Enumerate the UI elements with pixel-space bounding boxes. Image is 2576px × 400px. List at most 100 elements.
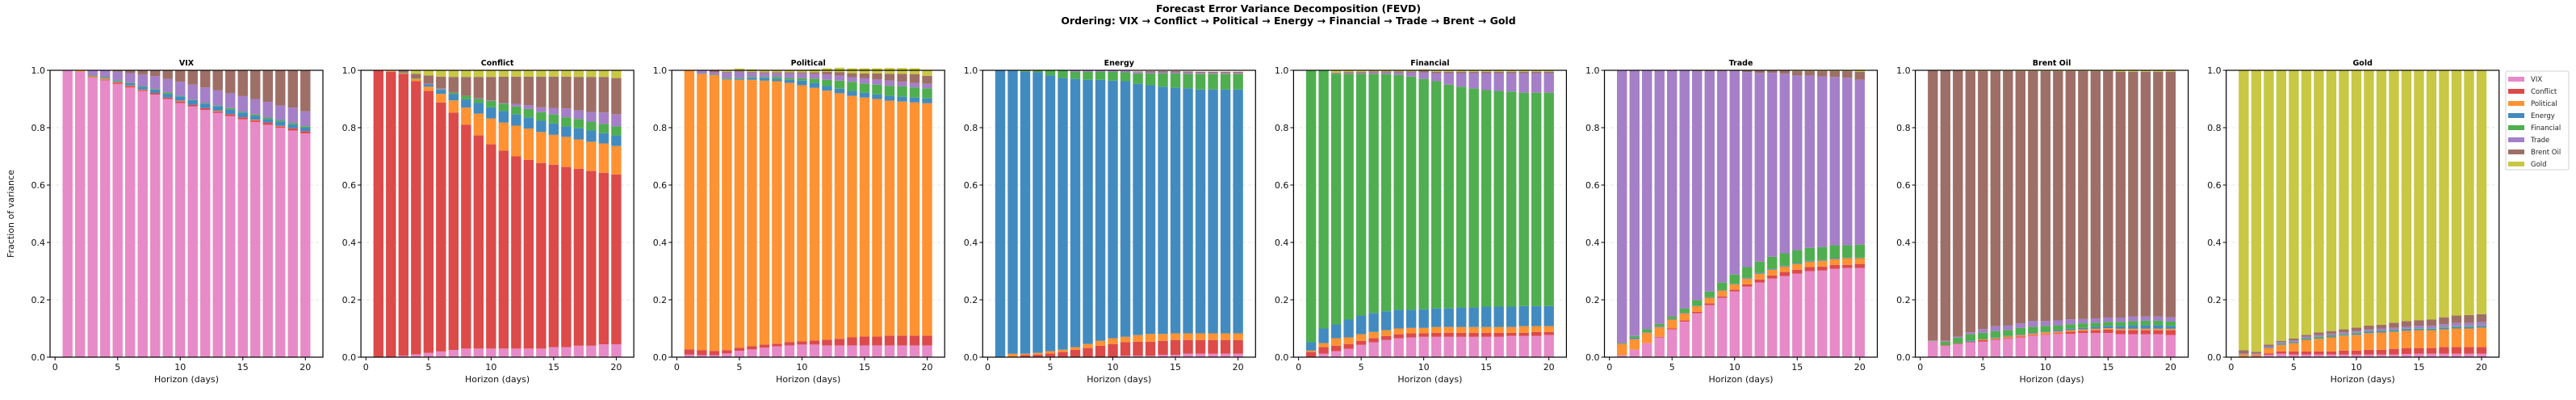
bar-segment-trade-h19 (1842, 78, 1853, 246)
bar-segment-financial-h17 (884, 86, 895, 96)
bar-segment-trade-h19 (1531, 73, 1542, 93)
bar-segment-political-h6 (1058, 349, 1068, 352)
bar-segment-financial-h3 (1642, 329, 1652, 333)
bar-segment-energy-h8 (461, 99, 471, 108)
bar-segment-energy-h17 (884, 95, 895, 101)
bar-segment-vix-h17 (1195, 353, 1206, 357)
bar-segment-conflict-h5 (423, 91, 434, 353)
bar-segment-brent-oil-h14 (225, 70, 236, 94)
bar-segment-financial-h20 (1233, 74, 1243, 90)
bar-segment-financial-h2 (1318, 70, 1329, 329)
bar-segment-conflict-h3 (709, 351, 720, 356)
bar-segment-conflict-h16 (1493, 332, 1504, 337)
bar-segment-vix-h5 (423, 352, 434, 357)
bar-segment-brent-oil-h20 (611, 78, 622, 115)
bar-segment-conflict-h7 (448, 112, 459, 351)
subplot-gold: 0.0 0.2 0.4 0.6 0.8 1.0 0 5 10 15 20 Horizon (days)… (2207, 59, 2500, 385)
bar-segment-energy-h16 (1183, 88, 1193, 334)
y-axis-label: Fraction of variance (6, 170, 16, 258)
bar-segment-brent-oil-h5 (2289, 338, 2299, 341)
bar-segment-brent-oil-h3 (1330, 72, 1342, 74)
bar-segment-political-h13 (1767, 269, 1778, 276)
bar-segment-financial-h9 (2339, 334, 2349, 335)
y-tick-label: 0.4 (2207, 238, 2222, 248)
bar-segment-political-h10 (175, 100, 186, 102)
bar-segment-political-h8 (1704, 297, 1715, 304)
bar-segment-brent-oil-h16 (1183, 71, 1193, 73)
bar-segment-conflict-h19 (909, 335, 920, 346)
bar-segment-vix-h6 (747, 349, 757, 357)
bar-segment-energy-h18 (897, 96, 907, 102)
bar-segment-political-h12 (1754, 273, 1765, 280)
bar-segment-financial-h13 (2389, 329, 2399, 331)
bar-segment-financial-h11 (2364, 331, 2374, 332)
bar-segment-energy-h13 (1767, 268, 1778, 270)
bar-segment-conflict-h14 (1779, 272, 1790, 276)
bar-segment-vix-h2 (1629, 349, 1640, 357)
bar-segment-gold-h20 (2476, 70, 2487, 314)
bar-segment-gold-h8 (461, 70, 471, 78)
bar-segment-financial-h9 (1717, 282, 1728, 290)
bar-segment-conflict-h18 (1518, 332, 1529, 336)
bar-segment-trade-h5 (112, 71, 123, 81)
bar-segment-political-h16 (2115, 328, 2126, 331)
bar-segment-financial-h8 (772, 77, 782, 79)
bar-segment-vix-h2 (1318, 353, 1329, 357)
bar-segment-financial-h13 (523, 108, 534, 118)
bar-segment-vix-h1 (1928, 340, 1938, 357)
bar-segment-political-h5 (1667, 319, 1678, 329)
bar-segment-trade-h6 (1368, 72, 1379, 74)
legend-label: Brent Oil (2531, 149, 2561, 157)
bar-segment-brent-oil-h11 (2364, 325, 2374, 330)
bar-segment-financial-h14 (2090, 322, 2101, 327)
bar-segment-financial-h13 (834, 80, 845, 89)
bar-segment-trade-h14 (2090, 318, 2101, 323)
bar-segment-trade-h11 (809, 74, 820, 79)
bar-segment-energy-h15 (237, 112, 248, 118)
bar-segment-political-h19 (598, 143, 609, 173)
bar-segment-trade-h17 (2439, 324, 2449, 327)
x-tick-label: 0 (2228, 362, 2234, 373)
bar-segment-energy-h14 (225, 109, 236, 115)
bar-segment-trade-h2 (697, 70, 707, 74)
bar-segment-brent-oil-h17 (884, 74, 895, 81)
bar-segment-financial-h6 (1368, 74, 1379, 314)
axes-frame (1915, 69, 2189, 358)
bar-segment-political-h4 (1032, 352, 1043, 355)
bar-segment-gold-h3 (1330, 70, 1342, 73)
bar-segment-conflict-h13 (834, 339, 845, 346)
bar-segment-vix-h8 (461, 348, 471, 357)
legend-item-political: Political (2508, 100, 2557, 108)
bar-segment-energy-h9 (473, 103, 484, 114)
bar-segment-financial-h11 (809, 78, 820, 83)
bar-segment-energy-h6 (436, 90, 446, 95)
bar-segment-financial-h6 (125, 82, 136, 83)
bar-segment-political-h9 (2028, 333, 2038, 335)
bar-segment-conflict-h16 (250, 120, 261, 122)
bar-segment-brent-oil-h1 (2239, 350, 2249, 354)
y-tick-label: 0.8 (2207, 123, 2222, 133)
bar-segment-conflict-h18 (586, 171, 597, 346)
bar-segment-conflict-h19 (1220, 339, 1231, 354)
bar-segment-energy-h17 (1817, 259, 1828, 261)
bar-segment-gold-h9 (2339, 70, 2349, 330)
bar-segment-vix-h20 (611, 344, 622, 357)
y-tick-label: 0.0 (1275, 352, 1289, 363)
bar-segment-conflict-h12 (1754, 279, 1765, 283)
bar-segment-gold-h4 (2276, 70, 2287, 341)
y-tick-label: 0.0 (2207, 352, 2222, 363)
bar-segment-brent-oil-h20 (1544, 71, 1554, 74)
bar-segment-conflict-h13 (212, 111, 223, 113)
bar-segment-political-h5 (1355, 334, 1367, 341)
bar-segment-financial-h20 (611, 126, 622, 136)
bar-segment-conflict-h13 (1456, 332, 1467, 337)
bar-segment-conflict-h6 (1990, 339, 2001, 340)
bar-segment-trade-h17 (884, 80, 895, 86)
bar-segment-energy-h10 (175, 96, 186, 101)
bar-segment-brent-oil-h2 (2251, 352, 2262, 354)
bar-segment-energy-h14 (1468, 307, 1479, 327)
bar-segment-energy-h2 (1318, 328, 1329, 343)
bar-segment-energy-h6 (125, 82, 136, 86)
bar-segment-conflict-h10 (1108, 343, 1118, 357)
bar-segment-financial-h11 (187, 99, 198, 100)
